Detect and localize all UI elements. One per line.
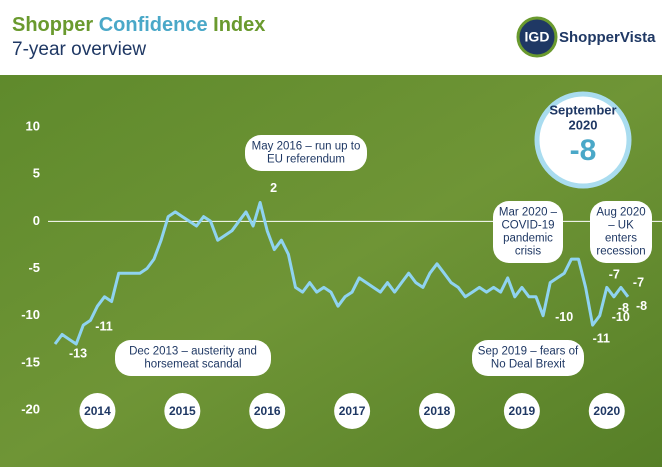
y-tick-label: 5 [33,166,40,181]
callout-text: EU referendum [267,154,345,166]
callout-text: Aug 2020 [596,207,645,219]
x-tick-label: 2018 [424,404,451,418]
title: Shopper Confidence Index [12,14,265,36]
data-label: -10 [612,310,630,324]
data-label: -7 [633,276,644,290]
callout-text: recession [596,246,645,258]
callout-text: – UK [608,220,634,232]
series-line [53,201,630,346]
callout-text: No Deal Brexit [491,359,566,371]
data-label: -10 [555,310,573,324]
data-label: -8 [636,299,647,313]
callout-box [115,340,271,376]
y-tick-label: -15 [21,354,40,369]
callout-box [472,340,584,376]
y-tick-label: 10 [26,118,40,133]
data-label: -11 [95,319,112,333]
callout-text: crisis [515,246,541,258]
title-part: Shopper [12,14,93,36]
badge-circle [534,91,632,189]
x-tick-label: 2015 [169,404,196,418]
year-badge [334,393,371,429]
x-tick-label: 2019 [509,404,536,418]
callout-box [493,201,563,263]
year-badge [249,393,286,429]
callout-text: May 2016 – run up to [252,141,361,153]
data-label: -7 [609,268,620,282]
x-tick-label: 2014 [84,404,111,418]
data-label: -11 [593,331,610,345]
badge-value: -8 [570,134,597,167]
callout-box [245,135,367,171]
data-label: -8 [618,301,629,315]
year-badge [79,393,116,429]
callout-text: COVID-19 [501,220,554,232]
title-part: Confidence [99,14,208,36]
subtitle: 7-year overview [12,39,146,60]
callout-text: pandemic [503,233,553,245]
y-tick-label: -20 [21,401,40,416]
logo-text: ShopperVista [559,29,656,46]
x-tick-label: 2017 [339,404,366,418]
callout-text: horsemeat scandal [144,359,241,371]
year-badge [503,393,540,429]
y-tick-label: -10 [21,307,40,322]
badge-label: 2020 [569,117,598,132]
callout-box [590,201,652,263]
year-badge [419,393,455,429]
x-tick-label: 2020 [593,404,620,418]
title-part: Index [213,14,265,36]
logo-mark-text: IGD [525,29,550,45]
year-badge [588,393,625,429]
badge-label: September [549,102,616,117]
x-tick-label: 2016 [254,404,281,418]
year-badge [164,393,201,429]
y-tick-label: -5 [28,260,40,275]
callout-text: enters [605,233,637,245]
data-label: 2 [270,181,277,195]
y-tick-label: 0 [33,213,40,228]
callout-text: Dec 2013 – austerity and [129,346,257,358]
data-label: -13 [69,346,87,360]
callout-text: Mar 2020 – [499,207,558,219]
callout-text: Sep 2019 – fears of [478,346,579,358]
logo-mark [516,16,558,58]
